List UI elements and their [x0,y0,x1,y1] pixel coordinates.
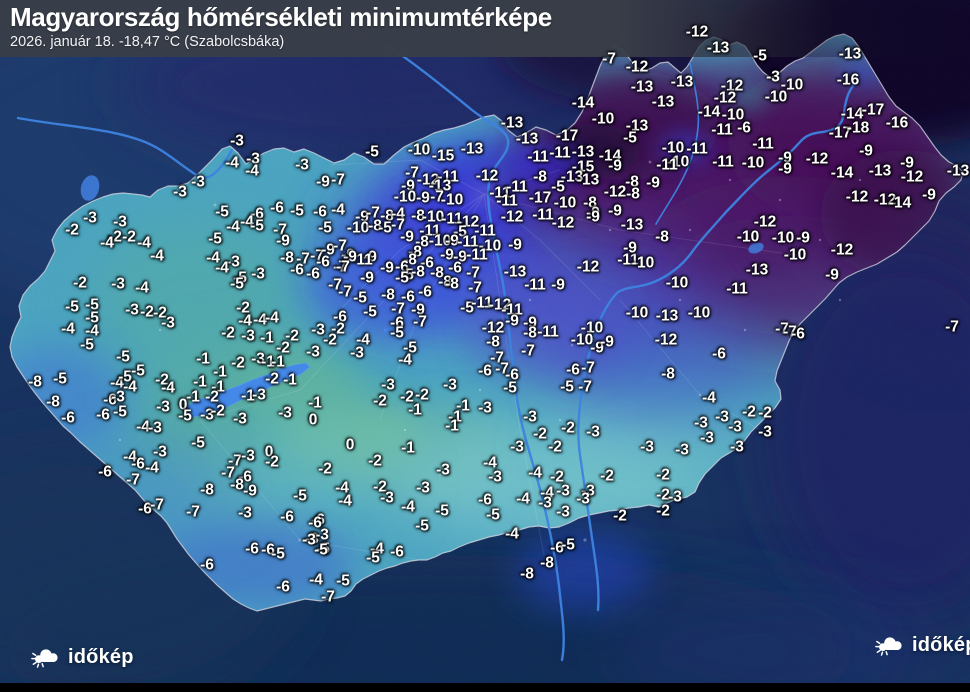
logo-text: időkép [68,645,134,668]
page-title: Magyarország hőmérsékleti minimumtérképe [10,2,552,32]
page-subtitle: 2026. január 18. -18,47 °C (Szabolcsbáka… [10,33,285,50]
idokep-logo-right[interactable]: időkép [872,628,970,662]
sun-cloud-icon [28,640,62,674]
logo-text: időkép [912,633,970,656]
header-bar: Magyarország hőmérsékleti minimumtérképe… [0,0,970,57]
idokep-logo-left[interactable]: időkép [28,640,134,674]
sun-cloud-icon [872,628,906,662]
bottom-bar [0,683,970,692]
